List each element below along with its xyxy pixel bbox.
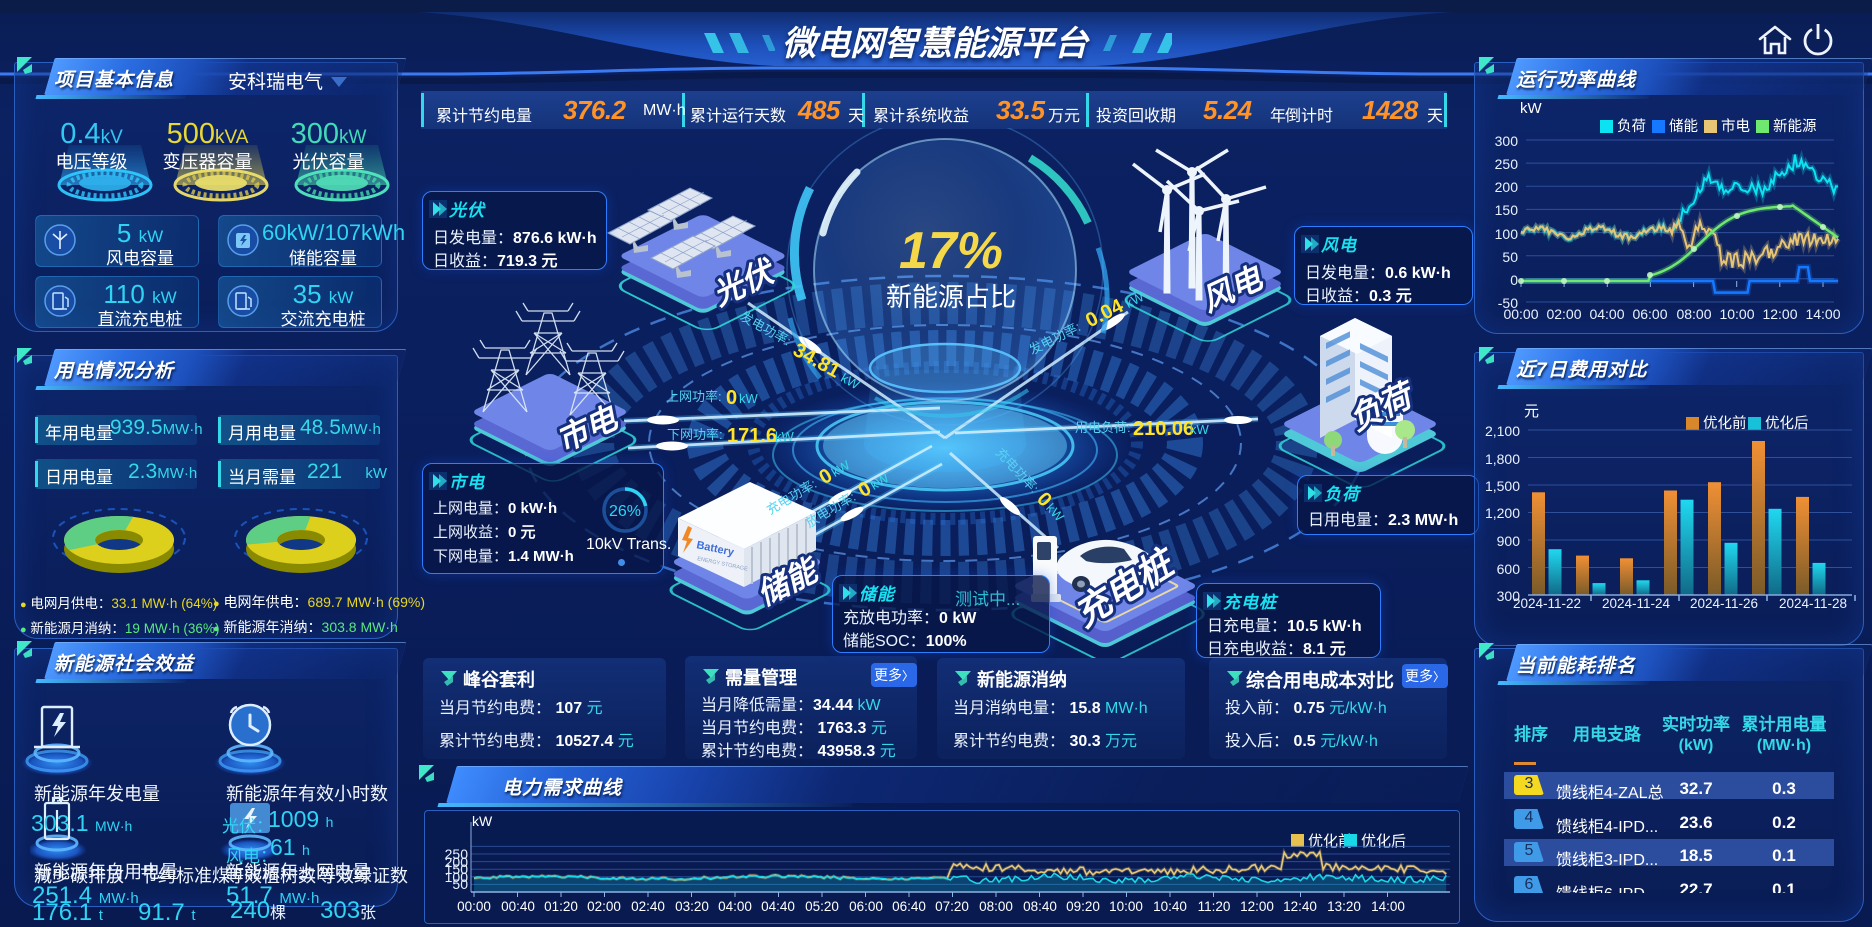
svg-text:上网功率:: 上网功率:: [666, 389, 722, 404]
svg-text:新能源: 新能源: [1773, 118, 1817, 135]
svg-text:02:00: 02:00: [1546, 306, 1581, 322]
svg-text:12:40: 12:40: [1283, 899, 1317, 914]
svg-text:13:20: 13:20: [1327, 899, 1361, 914]
svg-text:14:00: 14:00: [1805, 306, 1840, 322]
svg-text:50: 50: [452, 876, 468, 892]
svg-text:08:00: 08:00: [979, 899, 1013, 914]
svg-text:市电: 市电: [1721, 118, 1750, 135]
svg-text:11:20: 11:20: [1198, 899, 1231, 914]
svg-text:0: 0: [726, 387, 737, 409]
svg-text:0: 0: [1510, 272, 1518, 288]
svg-text:2024-11-28: 2024-11-28: [1779, 596, 1847, 611]
svg-text:150: 150: [1495, 202, 1519, 218]
svg-text:kW: kW: [775, 429, 795, 444]
svg-text:kW: kW: [739, 391, 759, 406]
svg-text:26%: 26%: [609, 503, 641, 520]
svg-text:210.06: 210.06: [1133, 418, 1194, 440]
svg-text:12:00: 12:00: [1240, 899, 1274, 914]
svg-text:04:00: 04:00: [1589, 306, 1624, 322]
svg-text:2,100: 2,100: [1485, 423, 1520, 439]
svg-text:600: 600: [1497, 561, 1521, 577]
svg-text:2024-11-24: 2024-11-24: [1602, 596, 1671, 611]
svg-text:250: 250: [1495, 156, 1519, 172]
svg-text:06:00: 06:00: [849, 899, 883, 914]
svg-text:250: 250: [445, 846, 469, 862]
svg-text:kW: kW: [1520, 100, 1543, 117]
svg-text:10:40: 10:40: [1153, 899, 1187, 914]
svg-text:02:00: 02:00: [587, 899, 621, 914]
svg-text:1,200: 1,200: [1485, 505, 1520, 521]
svg-text:负荷: 负荷: [1617, 118, 1646, 135]
svg-text:储能: 储能: [1669, 118, 1698, 135]
svg-text:200: 200: [445, 854, 469, 870]
svg-text:04:00: 04:00: [718, 899, 752, 914]
svg-text:优化前: 优化前: [1703, 415, 1747, 432]
svg-text:01:20: 01:20: [544, 899, 578, 914]
svg-text:50: 50: [1502, 249, 1518, 265]
svg-text:300: 300: [1497, 588, 1521, 604]
svg-text:00:00: 00:00: [457, 899, 491, 914]
svg-text:下网功率:: 下网功率:: [667, 427, 723, 442]
svg-text:12:00: 12:00: [1762, 306, 1797, 322]
svg-text:-50: -50: [1498, 295, 1518, 311]
svg-text:03:20: 03:20: [675, 899, 709, 914]
svg-text:kW: kW: [472, 813, 493, 829]
svg-text:优化后: 优化后: [1361, 833, 1406, 850]
svg-text:100: 100: [445, 869, 469, 885]
svg-text:10:00: 10:00: [1109, 899, 1143, 914]
svg-text:1,500: 1,500: [1485, 478, 1520, 494]
svg-text:02:40: 02:40: [631, 899, 665, 914]
svg-text:06:00: 06:00: [1632, 306, 1667, 322]
svg-text:07:20: 07:20: [935, 899, 969, 914]
svg-text:171.6: 171.6: [727, 425, 777, 447]
svg-text:200: 200: [1495, 179, 1519, 195]
svg-text:300: 300: [1495, 133, 1519, 149]
svg-text:1,800: 1,800: [1485, 451, 1520, 467]
svg-text:08:00: 08:00: [1676, 306, 1711, 322]
svg-text:00:40: 00:40: [501, 899, 535, 914]
svg-text:10:00: 10:00: [1719, 306, 1754, 322]
svg-text:06:40: 06:40: [892, 899, 926, 914]
svg-text:17%: 17%: [899, 222, 1003, 280]
svg-text:00:00: 00:00: [1503, 306, 1538, 322]
svg-text:04:40: 04:40: [761, 899, 795, 914]
svg-text:新能源占比: 新能源占比: [886, 282, 1016, 312]
svg-text:元: 元: [1524, 403, 1539, 420]
svg-text:优化前: 优化前: [1308, 833, 1353, 850]
svg-text:kW: kW: [838, 370, 862, 393]
svg-text:2024-11-26: 2024-11-26: [1690, 596, 1758, 611]
svg-text:09:20: 09:20: [1066, 899, 1100, 914]
svg-text:05:20: 05:20: [805, 899, 839, 914]
svg-text:2024-11-22: 2024-11-22: [1513, 596, 1581, 611]
svg-text:100: 100: [1495, 226, 1519, 242]
svg-text:kW: kW: [1190, 422, 1210, 437]
svg-text:150: 150: [445, 861, 469, 877]
svg-text:优化后: 优化后: [1765, 415, 1809, 432]
svg-text:用电负荷:: 用电负荷:: [1075, 420, 1131, 435]
svg-text:14:00: 14:00: [1371, 899, 1405, 914]
svg-text:900: 900: [1497, 533, 1521, 549]
svg-text:08:40: 08:40: [1023, 899, 1057, 914]
